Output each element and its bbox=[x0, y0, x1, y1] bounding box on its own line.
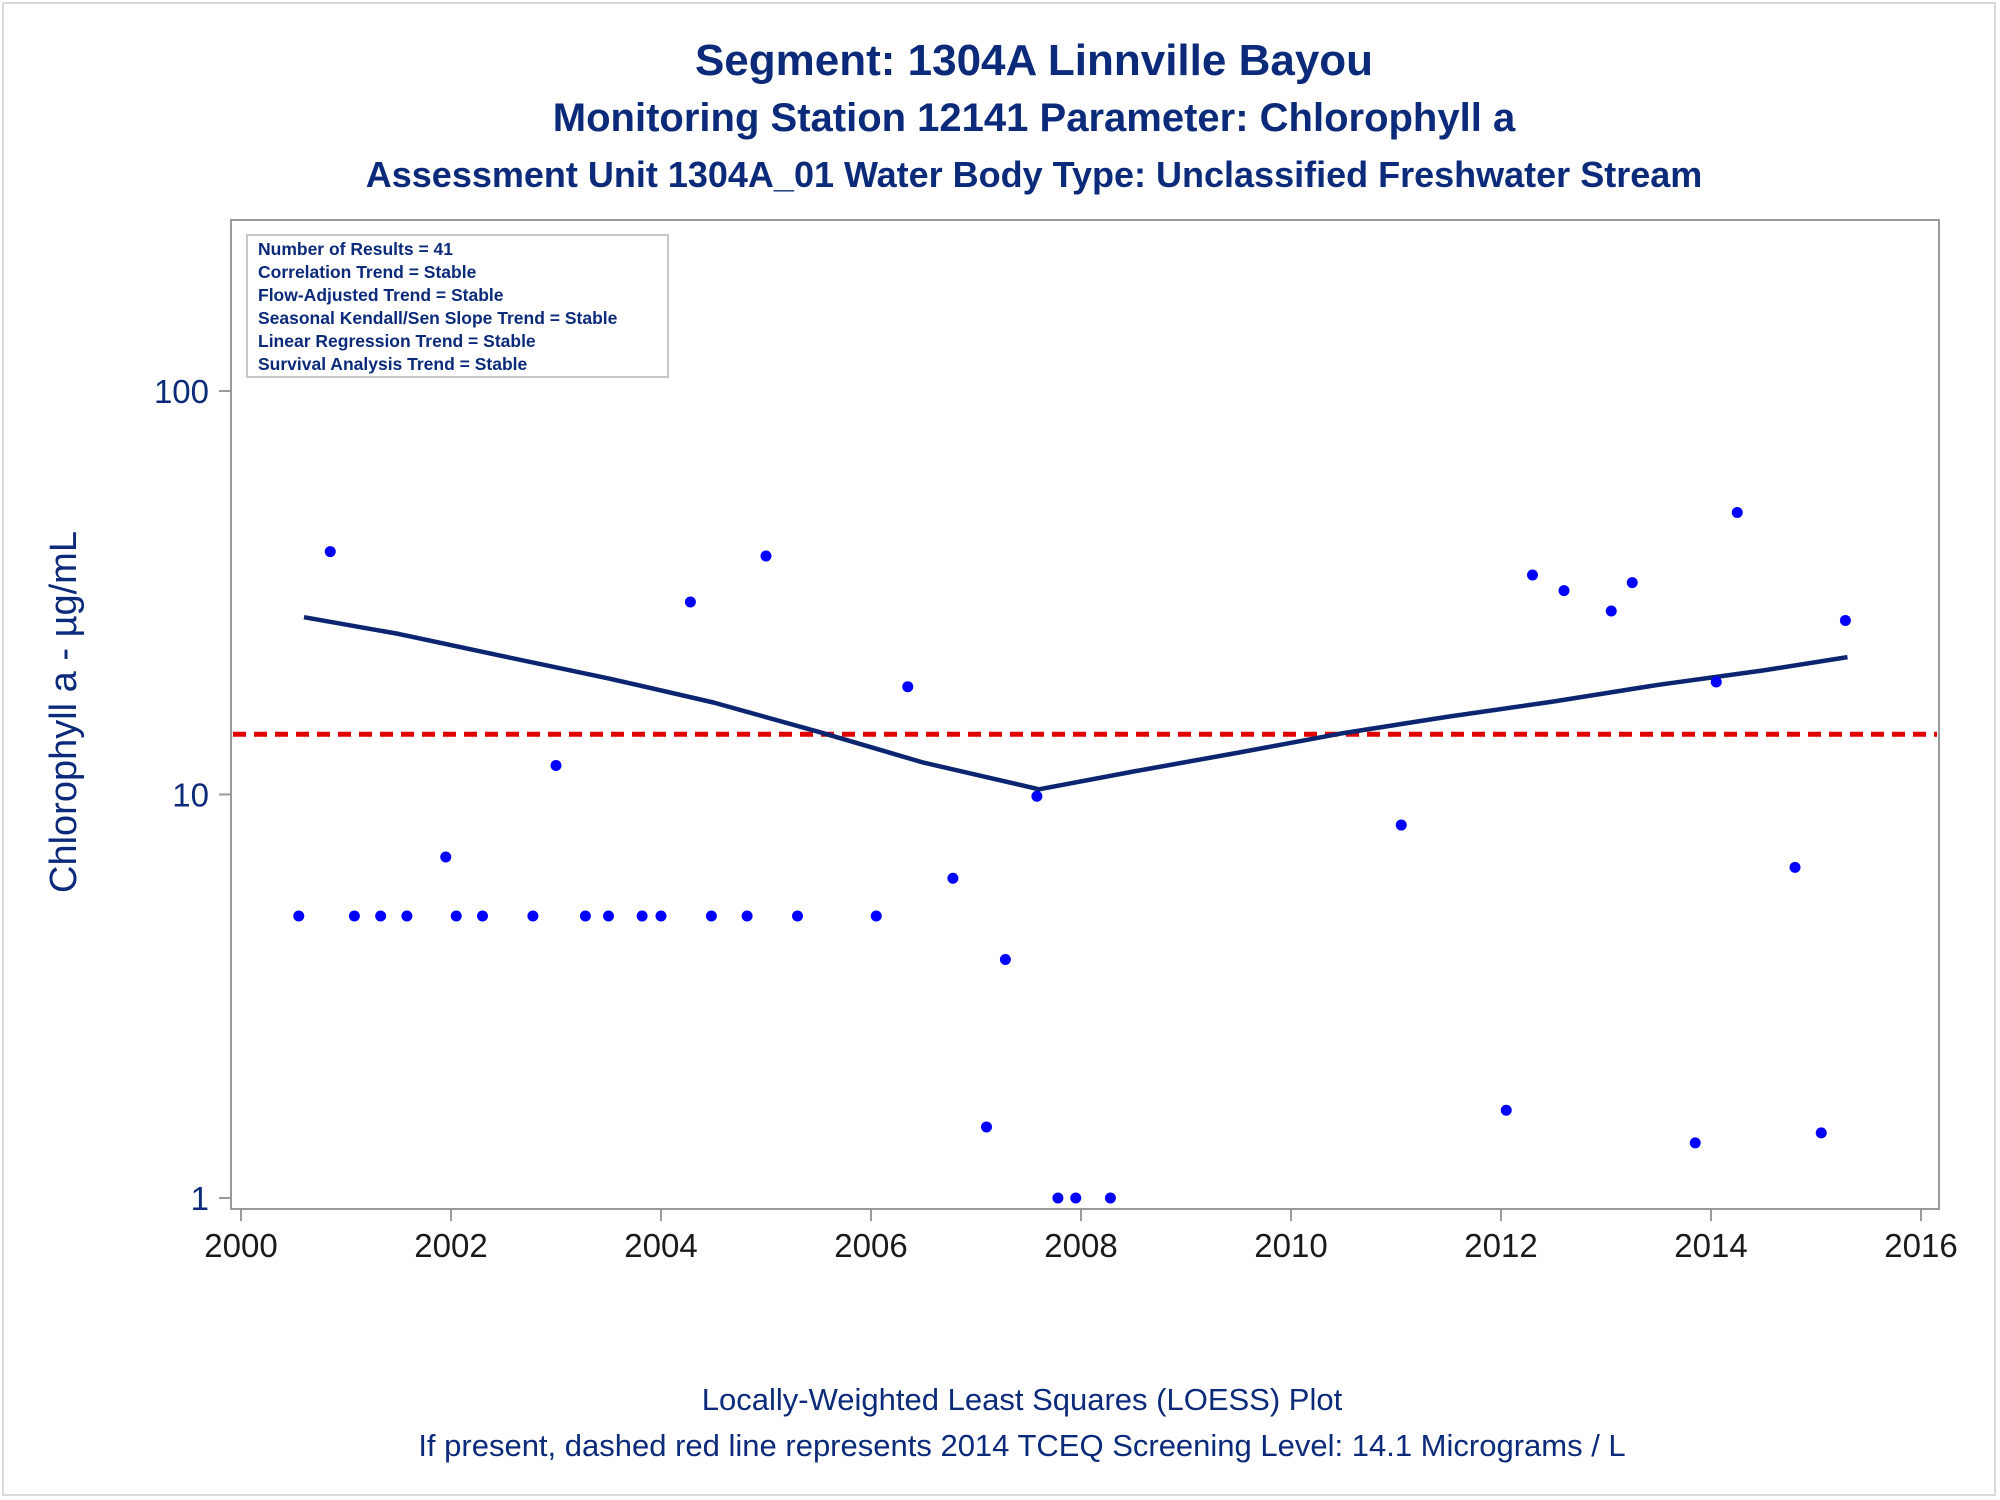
loess-curve bbox=[303, 614, 1848, 792]
stats-inset-line: Correlation Trend = Stable bbox=[258, 262, 477, 282]
data-point bbox=[1395, 819, 1407, 831]
data-point bbox=[902, 681, 914, 693]
data-point bbox=[375, 910, 387, 922]
data-point bbox=[981, 1121, 992, 1133]
data-point bbox=[550, 759, 562, 771]
x-tick-label: 2010 bbox=[1254, 1227, 1327, 1264]
data-point bbox=[1710, 676, 1722, 688]
data-point bbox=[792, 910, 803, 922]
data-point bbox=[293, 910, 305, 922]
y-tick-label: 10 bbox=[172, 777, 209, 814]
chart-title: Segment: 1304A Linnville Bayou bbox=[694, 36, 1374, 85]
data-point bbox=[1626, 577, 1638, 589]
data-point bbox=[1558, 585, 1570, 597]
data-point bbox=[1815, 1127, 1827, 1139]
x-tick-label: 2000 bbox=[204, 1227, 277, 1264]
stats-inset-line: Linear Regression Trend = Stable bbox=[258, 331, 536, 351]
stats-inset-box bbox=[246, 234, 669, 378]
y-tick-label: 1 bbox=[191, 1180, 209, 1217]
stats-inset-line: Flow-Adjusted Trend = Stable bbox=[258, 285, 504, 305]
stats-inset-line: Survival Analysis Trend = Stable bbox=[258, 354, 528, 374]
data-point bbox=[1031, 790, 1043, 802]
data-point bbox=[947, 872, 959, 884]
data-point bbox=[440, 851, 452, 863]
x-tick-label: 2006 bbox=[834, 1227, 907, 1264]
footnote-loess: Locally-Weighted Least Squares (LOESS) P… bbox=[701, 1382, 1343, 1417]
data-point bbox=[1605, 605, 1617, 617]
x-tick-label: 2014 bbox=[1674, 1227, 1747, 1264]
data-point bbox=[450, 910, 462, 922]
x-tick-label: 2004 bbox=[624, 1227, 697, 1264]
x-tick-label: 2002 bbox=[414, 1227, 487, 1264]
data-point bbox=[760, 550, 772, 562]
data-point bbox=[636, 910, 648, 922]
data-point bbox=[1527, 569, 1538, 581]
data-point bbox=[705, 910, 717, 922]
stats-inset-line: Number of Results = 41 bbox=[258, 239, 453, 259]
y-axis-label: Chlorophyll a - µg/mL bbox=[43, 531, 85, 893]
data-point bbox=[870, 910, 882, 922]
chart-subtitle-2: Assessment Unit 1304A_01 Water Body Type… bbox=[365, 154, 1703, 195]
chart-subtitle: Monitoring Station 12141 Parameter: Chlo… bbox=[552, 96, 1516, 140]
data-point bbox=[401, 910, 413, 922]
stats-inset-line: Seasonal Kendall/Sen Slope Trend = Stabl… bbox=[258, 308, 618, 328]
x-tick-label: 2012 bbox=[1464, 1227, 1537, 1264]
x-tick-label: 2008 bbox=[1044, 1227, 1117, 1264]
data-point bbox=[1731, 506, 1743, 518]
data-point bbox=[1500, 1104, 1512, 1116]
plot-area-frame bbox=[230, 219, 1940, 1210]
data-point bbox=[741, 910, 753, 922]
data-point bbox=[1689, 1137, 1701, 1149]
data-point bbox=[1789, 861, 1801, 873]
data-point bbox=[477, 910, 488, 922]
data-point bbox=[1052, 1192, 1064, 1204]
data-point bbox=[999, 954, 1011, 966]
data-point bbox=[579, 910, 591, 922]
footnote-screening: If present, dashed red line represents 2… bbox=[418, 1428, 1626, 1463]
y-tick-label: 100 bbox=[154, 373, 209, 410]
data-point bbox=[527, 910, 539, 922]
x-tick-label: 2016 bbox=[1884, 1227, 1957, 1264]
data-point bbox=[655, 910, 667, 922]
data-point bbox=[324, 546, 336, 558]
data-point bbox=[684, 596, 696, 608]
data-point bbox=[1104, 1192, 1116, 1204]
data-point bbox=[348, 910, 360, 922]
data-point bbox=[603, 910, 614, 922]
data-point bbox=[1070, 1192, 1082, 1204]
data-point bbox=[1839, 614, 1851, 626]
